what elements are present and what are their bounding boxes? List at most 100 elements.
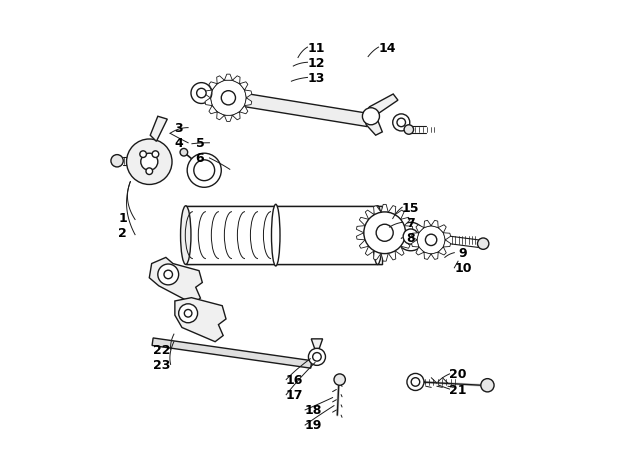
Polygon shape	[360, 217, 368, 226]
Text: 20: 20	[449, 368, 467, 381]
Polygon shape	[205, 98, 212, 105]
Polygon shape	[416, 225, 424, 233]
Polygon shape	[411, 233, 419, 240]
Circle shape	[313, 352, 321, 361]
Polygon shape	[150, 116, 167, 142]
Polygon shape	[438, 247, 446, 255]
Text: 11: 11	[307, 41, 325, 55]
Polygon shape	[388, 206, 396, 215]
Text: 19: 19	[305, 419, 322, 433]
Ellipse shape	[373, 206, 382, 265]
Polygon shape	[240, 105, 248, 114]
Polygon shape	[245, 90, 252, 98]
Text: 10: 10	[454, 262, 471, 275]
Polygon shape	[356, 233, 365, 240]
Polygon shape	[233, 76, 240, 84]
Circle shape	[403, 229, 418, 244]
Text: 1: 1	[118, 212, 127, 225]
Circle shape	[221, 91, 236, 105]
Circle shape	[185, 310, 192, 317]
Circle shape	[478, 238, 489, 249]
Circle shape	[334, 374, 345, 385]
Circle shape	[187, 153, 221, 187]
Polygon shape	[395, 246, 404, 256]
Circle shape	[191, 83, 212, 104]
Circle shape	[111, 155, 123, 167]
Polygon shape	[363, 94, 398, 135]
Circle shape	[411, 378, 420, 386]
Text: 21: 21	[449, 383, 467, 397]
Polygon shape	[401, 240, 410, 248]
Ellipse shape	[181, 206, 191, 265]
Circle shape	[180, 149, 188, 156]
Circle shape	[152, 151, 159, 157]
Polygon shape	[444, 240, 451, 247]
Polygon shape	[365, 210, 374, 219]
Polygon shape	[401, 217, 410, 226]
Ellipse shape	[272, 204, 280, 266]
Polygon shape	[411, 240, 419, 247]
Polygon shape	[381, 204, 388, 212]
Text: 14: 14	[379, 41, 396, 55]
Circle shape	[417, 226, 446, 254]
Polygon shape	[356, 226, 365, 233]
Polygon shape	[431, 220, 438, 228]
Circle shape	[179, 304, 198, 323]
Text: 6: 6	[196, 152, 204, 165]
Text: 15: 15	[402, 201, 420, 215]
Circle shape	[164, 270, 173, 279]
Text: 17: 17	[286, 389, 303, 402]
Circle shape	[308, 348, 325, 365]
Text: 18: 18	[305, 404, 322, 418]
Polygon shape	[233, 112, 240, 120]
Circle shape	[364, 212, 406, 254]
Polygon shape	[224, 115, 233, 122]
Text: 22: 22	[154, 344, 171, 357]
Polygon shape	[395, 210, 404, 219]
Ellipse shape	[415, 227, 421, 244]
Polygon shape	[381, 253, 388, 261]
Text: 12: 12	[307, 57, 325, 70]
Circle shape	[194, 160, 215, 180]
Polygon shape	[217, 76, 224, 84]
Polygon shape	[374, 251, 381, 260]
Text: 16: 16	[286, 374, 303, 387]
Polygon shape	[245, 98, 252, 105]
Circle shape	[397, 118, 406, 127]
Polygon shape	[444, 233, 451, 240]
Text: 3: 3	[174, 122, 183, 135]
Polygon shape	[404, 226, 413, 233]
Text: 23: 23	[154, 359, 171, 372]
Polygon shape	[209, 105, 217, 114]
Circle shape	[362, 108, 379, 125]
Polygon shape	[224, 74, 233, 80]
Text: 5: 5	[195, 137, 204, 150]
Polygon shape	[360, 240, 368, 248]
Polygon shape	[365, 246, 374, 256]
Polygon shape	[175, 298, 226, 342]
Circle shape	[392, 114, 410, 131]
Circle shape	[404, 125, 413, 134]
Polygon shape	[149, 257, 202, 304]
Circle shape	[140, 151, 147, 157]
Polygon shape	[312, 339, 322, 348]
Circle shape	[376, 224, 393, 241]
Polygon shape	[404, 233, 413, 240]
Text: 2: 2	[118, 227, 127, 240]
Polygon shape	[431, 252, 438, 259]
Polygon shape	[217, 112, 224, 120]
Polygon shape	[416, 247, 424, 255]
Text: 8: 8	[406, 232, 415, 245]
Text: 4: 4	[174, 137, 183, 150]
Polygon shape	[388, 251, 396, 260]
Circle shape	[146, 168, 152, 174]
Polygon shape	[186, 206, 382, 265]
Polygon shape	[216, 89, 369, 127]
Polygon shape	[209, 82, 217, 90]
Circle shape	[158, 264, 179, 285]
Polygon shape	[152, 338, 312, 368]
Polygon shape	[374, 206, 381, 215]
Text: 13: 13	[307, 72, 325, 85]
Polygon shape	[424, 220, 431, 228]
Polygon shape	[240, 82, 248, 90]
